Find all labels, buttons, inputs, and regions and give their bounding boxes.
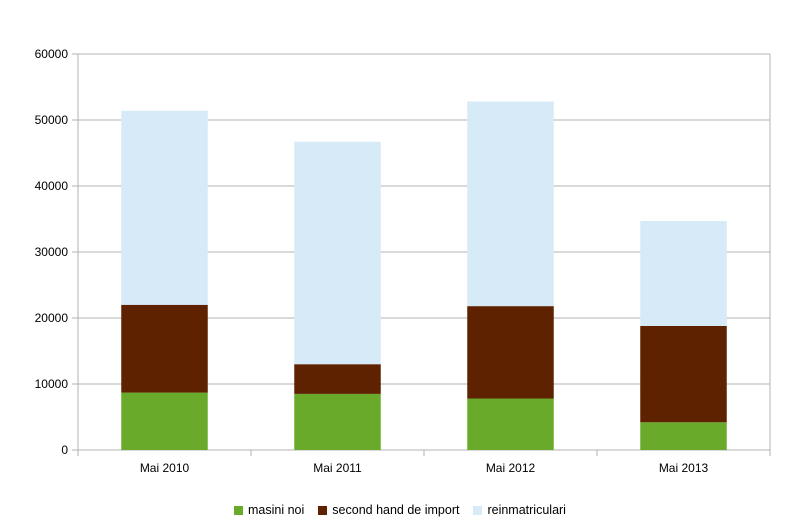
legend-swatch: [318, 505, 328, 515]
y-tick-label: 10000: [35, 377, 69, 391]
y-tick-label: 60000: [35, 47, 69, 61]
stacked-bar-chart: 0 10000 20000 30000 40000 50000 60000 Mai 2010…: [35, 47, 771, 475]
x-tick-label: Mai 2012: [486, 461, 536, 475]
bar-reinmatriculari-0: [121, 110, 208, 305]
y-tick-label: 0: [61, 443, 68, 457]
bar-reinmatriculari-1: [294, 141, 381, 365]
legend-item: reinmatriculari: [473, 503, 566, 517]
bar-masini-noi-0: [121, 392, 208, 450]
bar-second-hand-de-import-3: [640, 325, 727, 423]
legend-label: masini noi: [248, 503, 305, 517]
bar-reinmatriculari-2: [467, 101, 554, 307]
legend-swatch: [234, 505, 244, 515]
y-tick-label: 30000: [35, 245, 69, 259]
x-axis-tick-labels: Mai 2010 Mai 2011 Mai 2012 Mai 2013: [140, 461, 709, 475]
legend-item: second hand de import: [318, 503, 459, 517]
legend-swatch: [473, 505, 483, 515]
y-tick-label: 50000: [35, 113, 69, 127]
legend-label: second hand de import: [332, 503, 460, 517]
x-tick-label: Mai 2013: [659, 461, 709, 475]
legend-item: masini noi: [234, 503, 304, 517]
x-tick-label: Mai 2010: [140, 461, 190, 475]
bars: [121, 101, 727, 450]
bar-second-hand-de-import-0: [121, 304, 208, 393]
bar-masini-noi-1: [294, 393, 381, 450]
x-tick-label: Mai 2011: [313, 461, 362, 475]
y-tick-label: 20000: [35, 311, 69, 325]
legend-label: reinmatriculari: [487, 503, 566, 517]
y-axis-tick-labels: 0 10000 20000 30000 40000 50000 60000: [35, 47, 69, 457]
axes: [77, 54, 771, 456]
bar-reinmatriculari-3: [640, 220, 727, 326]
bar-masini-noi-2: [467, 398, 554, 450]
bar-second-hand-de-import-2: [467, 306, 554, 399]
y-tick-label: 40000: [35, 179, 69, 193]
bar-masini-noi-3: [640, 422, 727, 450]
legend: masini noi second hand de import reinmatri…: [0, 503, 800, 517]
bar-second-hand-de-import-1: [294, 364, 381, 394]
